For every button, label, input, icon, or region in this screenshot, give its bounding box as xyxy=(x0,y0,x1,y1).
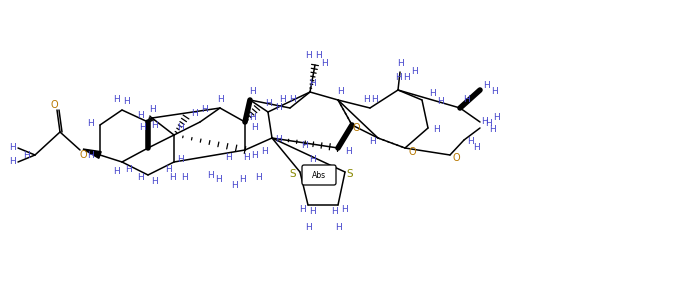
Text: H: H xyxy=(113,96,120,105)
Text: H: H xyxy=(251,122,258,132)
Text: H: H xyxy=(302,141,309,149)
Text: H: H xyxy=(178,124,184,132)
Text: S: S xyxy=(346,169,354,179)
Text: H: H xyxy=(335,224,342,233)
Text: H: H xyxy=(467,137,473,146)
Polygon shape xyxy=(83,149,102,158)
Text: H: H xyxy=(190,110,197,118)
Text: H: H xyxy=(412,67,419,76)
Text: H: H xyxy=(139,122,146,132)
Text: O: O xyxy=(352,123,360,133)
Text: H: H xyxy=(372,96,379,105)
Text: H: H xyxy=(88,120,94,129)
Text: O: O xyxy=(452,153,460,163)
Text: H: H xyxy=(248,88,256,96)
Text: H: H xyxy=(341,205,347,214)
Text: H: H xyxy=(265,100,272,108)
Text: H: H xyxy=(309,156,316,164)
Text: H: H xyxy=(274,103,281,113)
Text: H: H xyxy=(369,137,375,146)
FancyBboxPatch shape xyxy=(302,165,336,185)
Text: H: H xyxy=(309,79,316,88)
Text: O: O xyxy=(408,147,416,157)
Text: H: H xyxy=(309,207,316,217)
Text: H: H xyxy=(148,105,155,115)
Text: H: H xyxy=(482,117,489,127)
Text: H: H xyxy=(473,144,480,152)
Text: H: H xyxy=(10,158,16,166)
Text: H: H xyxy=(433,125,440,134)
Text: H: H xyxy=(251,151,258,159)
Text: H: H xyxy=(330,207,337,217)
Text: H: H xyxy=(402,74,409,83)
Text: H: H xyxy=(363,96,370,105)
Text: O: O xyxy=(79,150,87,160)
Text: H: H xyxy=(181,173,188,183)
Text: H: H xyxy=(215,176,221,185)
Text: H: H xyxy=(87,151,93,159)
Text: H: H xyxy=(321,59,328,67)
Text: H: H xyxy=(262,147,268,156)
Text: H: H xyxy=(164,166,172,175)
Text: H: H xyxy=(288,96,295,105)
Text: H: H xyxy=(225,154,232,163)
Text: H: H xyxy=(169,173,176,183)
Text: H: H xyxy=(344,147,351,156)
Text: H: H xyxy=(232,180,239,190)
Text: H: H xyxy=(337,88,344,96)
Text: H: H xyxy=(176,156,183,164)
Text: H: H xyxy=(202,105,209,115)
Text: H: H xyxy=(299,205,305,214)
Text: H: H xyxy=(395,74,401,83)
Text: H: H xyxy=(437,98,443,106)
Text: H: H xyxy=(244,154,251,163)
Text: Abs: Abs xyxy=(312,171,326,180)
Text: H: H xyxy=(304,52,312,60)
Text: H: H xyxy=(24,151,30,159)
Text: H: H xyxy=(10,144,16,152)
Text: H: H xyxy=(428,89,435,98)
Text: H: H xyxy=(206,171,214,180)
Text: H: H xyxy=(493,113,499,122)
Text: H: H xyxy=(136,173,144,183)
Text: H: H xyxy=(136,110,144,120)
Text: H: H xyxy=(152,120,158,130)
Text: H: H xyxy=(122,98,130,106)
Text: H: H xyxy=(255,173,261,183)
Text: O: O xyxy=(50,100,58,110)
Text: H: H xyxy=(314,52,321,60)
Text: H: H xyxy=(491,88,498,96)
Text: H: H xyxy=(150,178,158,187)
Text: H: H xyxy=(463,96,470,105)
Text: H: H xyxy=(484,120,491,129)
Text: H: H xyxy=(216,95,223,103)
Text: H: H xyxy=(125,166,132,175)
Text: S: S xyxy=(290,169,296,179)
Text: H: H xyxy=(113,168,120,176)
Text: H: H xyxy=(304,224,312,233)
Text: H: H xyxy=(239,176,246,185)
Text: H: H xyxy=(279,96,286,105)
Text: H: H xyxy=(248,113,256,122)
Text: H: H xyxy=(397,59,403,69)
Text: H: H xyxy=(482,81,489,89)
Text: H: H xyxy=(274,135,281,144)
Text: H: H xyxy=(489,125,496,134)
